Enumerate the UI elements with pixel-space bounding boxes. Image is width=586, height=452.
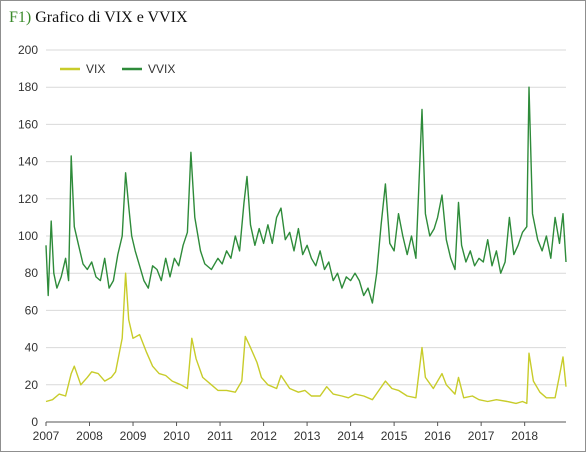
x-tick-label-2017: 2017: [468, 429, 495, 443]
series-line-vvix: [45, 86, 567, 304]
x-axis-ticks: 2007 2008 2009 2010 2011 2012 2013 2014 2015 2016…: [33, 422, 538, 443]
legend-label-vix: VIX: [86, 62, 105, 76]
legend-label-vvix: VVIX: [148, 62, 175, 76]
series-line-vix: [45, 272, 567, 405]
y-tick-label-200: 200: [18, 43, 38, 57]
x-tick-label-2018: 2018: [511, 429, 538, 443]
y-tick-label-180: 180: [18, 80, 38, 94]
y-tick-label-140: 140: [18, 155, 38, 169]
legend: VIX VVIX: [60, 62, 175, 76]
x-tick-label-2014: 2014: [337, 429, 364, 443]
y-tick-label-100: 100: [18, 229, 38, 243]
y-tick-label-40: 40: [25, 341, 39, 355]
y-tick-label-0: 0: [31, 415, 38, 429]
figure-title-text: Grafico di VIX e VVIX: [35, 9, 188, 26]
x-tick-label-2010: 2010: [163, 429, 190, 443]
y-axis-ticks: 0 20 40 60 80 100 120 140 160 180 200: [18, 43, 38, 429]
series-group: [45, 86, 567, 405]
x-tick-label-2015: 2015: [381, 429, 408, 443]
x-tick-label-2007: 2007: [33, 429, 60, 443]
x-tick-label-2008: 2008: [76, 429, 103, 443]
x-tick-label-2009: 2009: [120, 429, 147, 443]
x-tick-label-2013: 2013: [294, 429, 321, 443]
figure-title: F1) Grafico di VIX e VVIX: [9, 9, 188, 27]
y-tick-label-20: 20: [25, 378, 39, 392]
x-tick-label-2016: 2016: [424, 429, 451, 443]
grid-lines: [46, 49, 566, 386]
y-tick-label-120: 120: [18, 192, 38, 206]
y-tick-label-160: 160: [18, 117, 38, 131]
figure-label: F1): [9, 9, 32, 26]
x-tick-label-2011: 2011: [207, 429, 233, 443]
y-tick-label-60: 60: [25, 303, 39, 317]
y-tick-label-80: 80: [25, 266, 39, 280]
x-tick-label-2012: 2012: [250, 429, 277, 443]
